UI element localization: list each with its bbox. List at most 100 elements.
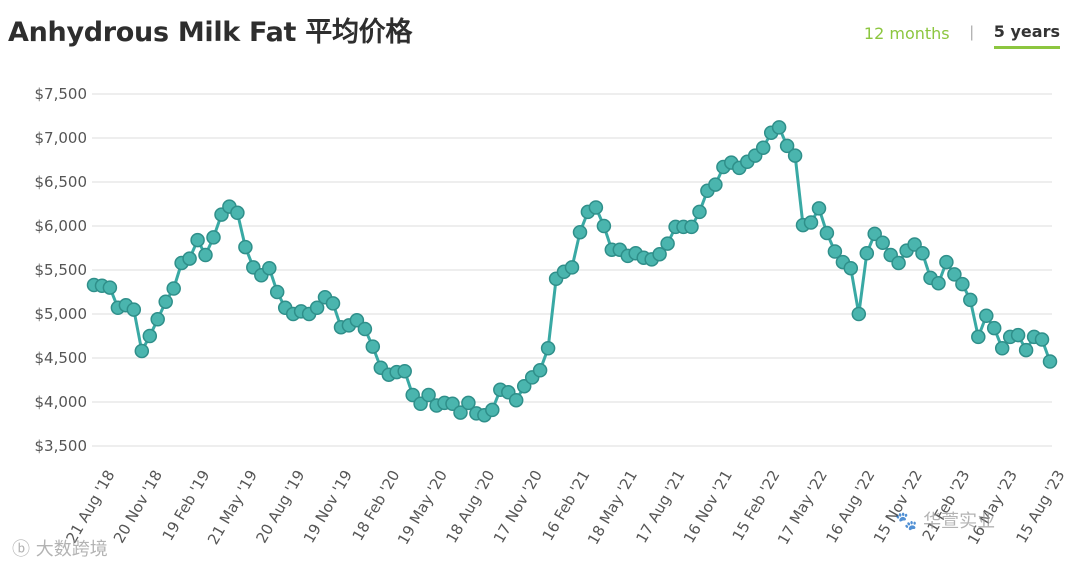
- data-point[interactable]: [365, 339, 381, 354]
- data-point[interactable]: [150, 312, 165, 327]
- data-point[interactable]: [206, 230, 221, 245]
- x-tick-label: 20 Nov '18: [110, 467, 166, 546]
- data-point[interactable]: [397, 363, 412, 379]
- y-tick-label: $5,500: [35, 261, 88, 279]
- y-tick-label: $6,000: [35, 217, 88, 235]
- data-point[interactable]: [564, 260, 580, 275]
- data-point[interactable]: [652, 246, 667, 262]
- data-point[interactable]: [947, 267, 962, 282]
- data-point[interactable]: [1042, 354, 1058, 369]
- x-tick-label: 18 Feb '20: [349, 467, 404, 544]
- data-point[interactable]: [516, 378, 532, 394]
- y-tick-label: $4,500: [35, 349, 88, 367]
- data-point[interactable]: [1018, 342, 1034, 358]
- data-point[interactable]: [755, 140, 771, 155]
- data-point[interactable]: [485, 402, 500, 418]
- data-point[interactable]: [238, 239, 253, 255]
- y-tick-label: $4,000: [35, 393, 88, 411]
- data-point[interactable]: [986, 320, 1002, 336]
- x-tick-label: 19 Nov '19: [300, 467, 356, 546]
- data-point[interactable]: [421, 387, 436, 403]
- data-point[interactable]: [461, 395, 476, 411]
- data-point[interactable]: [532, 363, 548, 378]
- x-tick-label: 20 Aug '19: [252, 467, 308, 546]
- data-point[interactable]: [939, 254, 954, 270]
- data-point[interactable]: [508, 392, 524, 408]
- data-point[interactable]: [588, 200, 604, 215]
- data-point[interactable]: [182, 251, 197, 266]
- data-point[interactable]: [803, 215, 819, 230]
- y-tick-label: $6,500: [35, 173, 88, 191]
- data-point[interactable]: [1034, 332, 1050, 347]
- x-tick-label: 15 Feb '22: [729, 467, 784, 544]
- data-point[interactable]: [859, 246, 875, 261]
- watermark-right: 🐾 华萱实业: [895, 511, 996, 532]
- data-point[interactable]: [692, 204, 707, 220]
- data-point[interactable]: [158, 294, 173, 309]
- x-tick-label: 17 Aug '21: [632, 467, 688, 546]
- y-tick-label: $7,000: [35, 129, 88, 147]
- data-point[interactable]: [684, 219, 699, 235]
- data-point[interactable]: [269, 284, 285, 300]
- range-tabs: 12 months | 5 years: [864, 22, 1060, 49]
- data-point[interactable]: [708, 177, 723, 192]
- x-tick-label: 15 Aug '23: [1012, 467, 1068, 546]
- y-tick-label: $7,500: [35, 85, 88, 103]
- watermark-left: ⓑ 大数跨境: [12, 539, 108, 560]
- x-tick-label: 18 Aug '20: [442, 467, 498, 546]
- data-point[interactable]: [891, 255, 906, 271]
- x-tick-label: 19 Feb '19: [159, 467, 214, 544]
- x-tick-label: 16 Feb '21: [539, 467, 594, 544]
- y-tick-label: $3,500: [35, 437, 88, 455]
- y-axis-ticks: $3,500 $4,000 $4,500 $5,000 $5,500 $6,000 $6,5…: [35, 85, 88, 455]
- data-point[interactable]: [867, 226, 882, 242]
- data-point[interactable]: [1010, 327, 1026, 343]
- data-point[interactable]: [875, 235, 890, 250]
- data-point[interactable]: [134, 343, 150, 359]
- data-point[interactable]: [811, 201, 827, 216]
- data-point[interactable]: [309, 300, 325, 316]
- data-point[interactable]: [445, 396, 460, 412]
- x-tick-label: 16 Nov '21: [680, 467, 736, 546]
- data-point[interactable]: [349, 312, 365, 328]
- data-point[interactable]: [540, 341, 556, 356]
- data-point[interactable]: [779, 138, 795, 154]
- tab-12-months[interactable]: 12 months: [863, 23, 950, 43]
- data-point[interactable]: [102, 280, 118, 295]
- data-point[interactable]: [955, 276, 970, 292]
- data-point[interactable]: [851, 306, 867, 322]
- data-point[interactable]: [126, 302, 142, 317]
- data-point[interactable]: [230, 205, 245, 221]
- data-point[interactable]: [827, 244, 843, 259]
- data-point[interactable]: [357, 321, 373, 337]
- y-tick-label: $5,000: [35, 305, 88, 323]
- data-point[interactable]: [971, 329, 986, 345]
- data-point[interactable]: [325, 296, 341, 311]
- data-point[interactable]: [166, 281, 181, 296]
- x-tick-label: 16 Aug '22: [822, 467, 878, 546]
- data-point[interactable]: [453, 405, 468, 420]
- data-point[interactable]: [843, 260, 859, 276]
- data-point[interactable]: [142, 328, 158, 344]
- data-point[interactable]: [979, 308, 994, 324]
- data-point[interactable]: [660, 236, 675, 251]
- data-point[interactable]: [596, 218, 612, 234]
- data-point[interactable]: [413, 396, 428, 412]
- data-point[interactable]: [190, 232, 205, 248]
- tab-5-years[interactable]: 5 years: [993, 22, 1060, 49]
- data-point[interactable]: [787, 148, 803, 163]
- data-point[interactable]: [198, 247, 213, 263]
- data-point[interactable]: [931, 275, 946, 291]
- data-point[interactable]: [819, 225, 835, 241]
- x-tick-label: 17 Nov '20: [490, 467, 546, 546]
- series-points: [86, 120, 1058, 423]
- data-point[interactable]: [963, 292, 978, 308]
- data-point[interactable]: [915, 246, 930, 261]
- data-point[interactable]: [994, 341, 1010, 356]
- data-point[interactable]: [262, 260, 277, 276]
- data-point[interactable]: [572, 224, 588, 240]
- data-point[interactable]: [771, 120, 787, 135]
- tab-separator: |: [969, 24, 974, 41]
- page-title: Anhydrous Milk Fat 平均价格: [8, 17, 413, 48]
